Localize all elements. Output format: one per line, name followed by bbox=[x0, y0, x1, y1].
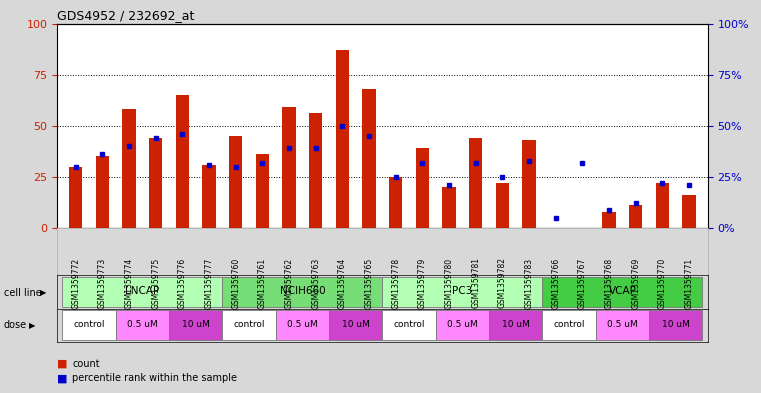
Text: GSM1359774: GSM1359774 bbox=[125, 257, 134, 309]
Text: GSM1359777: GSM1359777 bbox=[205, 257, 214, 309]
Text: control: control bbox=[393, 320, 425, 329]
Text: control: control bbox=[73, 320, 105, 329]
Text: GSM1359775: GSM1359775 bbox=[151, 257, 161, 309]
Text: GSM1359765: GSM1359765 bbox=[365, 257, 374, 309]
Text: ▶: ▶ bbox=[29, 321, 36, 330]
Text: GSM1359762: GSM1359762 bbox=[285, 257, 294, 309]
Bar bbox=[123, 109, 135, 228]
Text: GSM1359772: GSM1359772 bbox=[72, 257, 80, 309]
Bar bbox=[229, 136, 243, 228]
Text: VCAP: VCAP bbox=[609, 286, 636, 296]
Text: NCIH660: NCIH660 bbox=[279, 286, 325, 296]
Text: 0.5 uM: 0.5 uM bbox=[287, 320, 318, 329]
Bar bbox=[489, 310, 543, 340]
Bar bbox=[336, 50, 349, 228]
Bar bbox=[222, 277, 382, 307]
Bar bbox=[149, 138, 162, 228]
Text: LNCAP: LNCAP bbox=[126, 286, 160, 296]
Text: cell line: cell line bbox=[4, 288, 42, 298]
Text: GSM1359769: GSM1359769 bbox=[631, 257, 640, 309]
Bar bbox=[469, 138, 482, 228]
Bar bbox=[629, 206, 642, 228]
Bar bbox=[495, 183, 509, 228]
Text: 10 uM: 10 uM bbox=[501, 320, 530, 329]
Bar bbox=[202, 165, 215, 228]
Text: count: count bbox=[72, 358, 100, 369]
Text: GSM1359768: GSM1359768 bbox=[604, 257, 613, 309]
Bar bbox=[382, 277, 543, 307]
Text: ■: ■ bbox=[57, 358, 68, 369]
Text: 10 uM: 10 uM bbox=[342, 320, 370, 329]
Text: GSM1359778: GSM1359778 bbox=[391, 257, 400, 309]
Text: dose: dose bbox=[4, 320, 27, 331]
Text: percentile rank within the sample: percentile rank within the sample bbox=[72, 373, 237, 384]
Bar bbox=[256, 154, 269, 228]
Bar bbox=[649, 310, 702, 340]
Bar bbox=[683, 195, 696, 228]
Text: GSM1359773: GSM1359773 bbox=[98, 257, 107, 309]
Text: GSM1359780: GSM1359780 bbox=[444, 257, 454, 309]
Bar bbox=[603, 211, 616, 228]
Text: GSM1359782: GSM1359782 bbox=[498, 257, 507, 309]
Bar bbox=[62, 310, 116, 340]
Bar bbox=[282, 107, 296, 228]
Text: GSM1359767: GSM1359767 bbox=[578, 257, 587, 309]
Text: PC3: PC3 bbox=[452, 286, 473, 296]
Bar bbox=[382, 310, 436, 340]
Bar bbox=[62, 277, 222, 307]
Text: ▶: ▶ bbox=[40, 288, 47, 297]
Bar bbox=[96, 156, 109, 228]
Text: 0.5 uM: 0.5 uM bbox=[607, 320, 638, 329]
Bar bbox=[543, 277, 702, 307]
Bar bbox=[169, 310, 222, 340]
Text: control: control bbox=[234, 320, 265, 329]
Bar bbox=[656, 183, 669, 228]
Text: GDS4952 / 232692_at: GDS4952 / 232692_at bbox=[57, 9, 195, 22]
Bar bbox=[362, 89, 376, 228]
Bar bbox=[436, 310, 489, 340]
Bar bbox=[309, 114, 323, 228]
Bar bbox=[69, 167, 82, 228]
Bar bbox=[389, 177, 403, 228]
Bar bbox=[522, 140, 536, 228]
Text: 0.5 uM: 0.5 uM bbox=[447, 320, 478, 329]
Text: ■: ■ bbox=[57, 373, 68, 384]
Text: GSM1359779: GSM1359779 bbox=[418, 257, 427, 309]
Text: GSM1359781: GSM1359781 bbox=[471, 257, 480, 309]
Bar bbox=[116, 310, 169, 340]
Bar bbox=[442, 187, 456, 228]
Bar bbox=[543, 310, 596, 340]
Text: GSM1359783: GSM1359783 bbox=[524, 257, 533, 309]
Bar bbox=[275, 310, 329, 340]
Bar bbox=[596, 310, 649, 340]
Text: control: control bbox=[553, 320, 584, 329]
Text: GSM1359764: GSM1359764 bbox=[338, 257, 347, 309]
Text: GSM1359776: GSM1359776 bbox=[178, 257, 187, 309]
Text: GSM1359771: GSM1359771 bbox=[685, 257, 693, 309]
Text: GSM1359761: GSM1359761 bbox=[258, 257, 267, 309]
Text: 10 uM: 10 uM bbox=[182, 320, 210, 329]
Text: GSM1359770: GSM1359770 bbox=[658, 257, 667, 309]
Text: 0.5 uM: 0.5 uM bbox=[127, 320, 158, 329]
Bar bbox=[329, 310, 382, 340]
Bar bbox=[176, 95, 189, 228]
Text: GSM1359763: GSM1359763 bbox=[311, 257, 320, 309]
Text: 10 uM: 10 uM bbox=[662, 320, 689, 329]
Bar bbox=[222, 310, 275, 340]
Text: GSM1359760: GSM1359760 bbox=[231, 257, 240, 309]
Bar bbox=[416, 148, 429, 228]
Text: GSM1359766: GSM1359766 bbox=[551, 257, 560, 309]
